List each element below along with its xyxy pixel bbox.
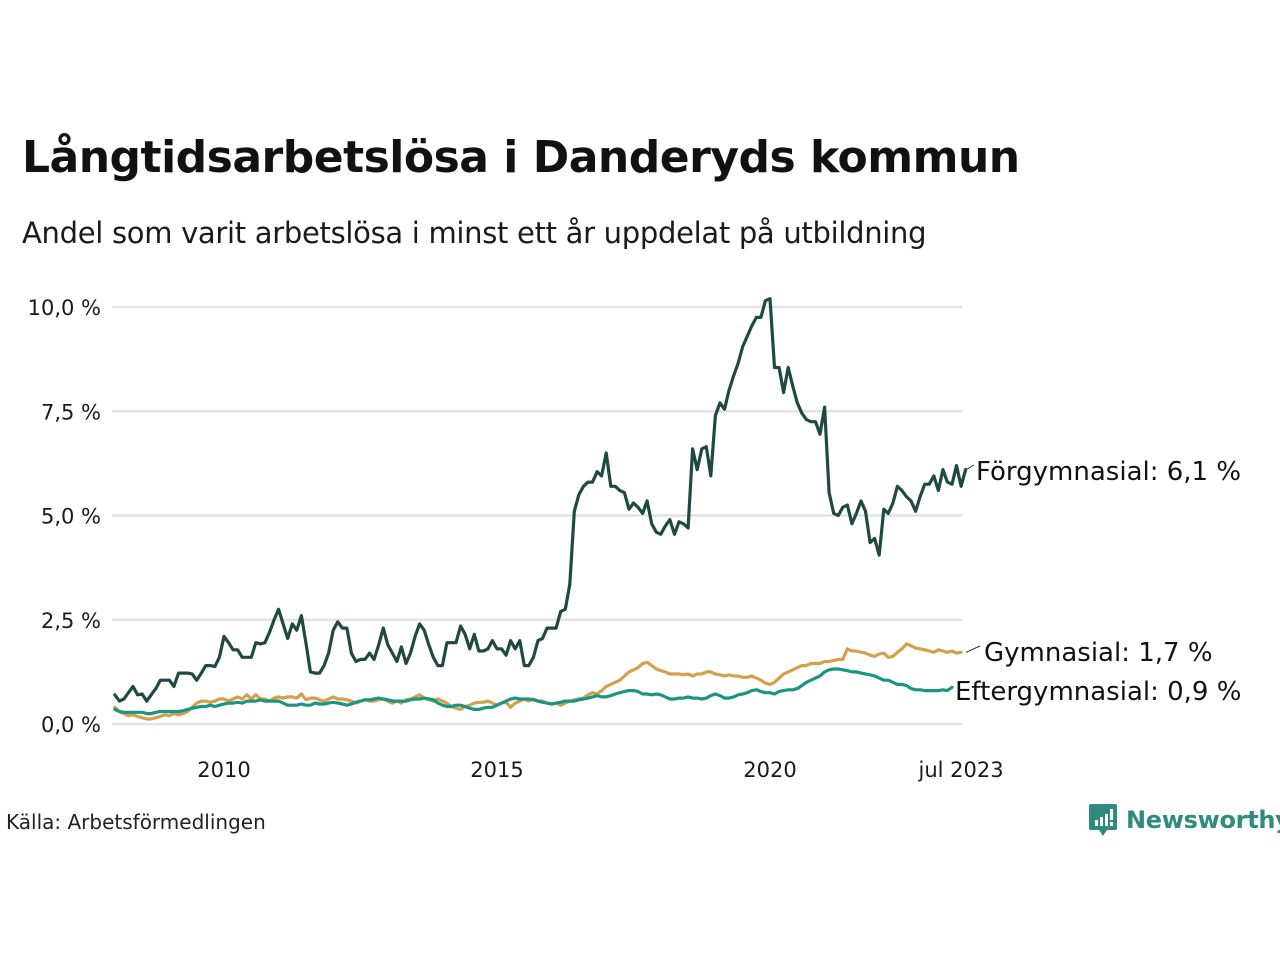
y-tick-label: 10,0 %: [28, 296, 101, 320]
gridlines: [112, 305, 962, 726]
chart-subtitle: Andel som varit arbetslösa i minst ett å…: [22, 216, 927, 250]
newsworthy-logo[interactable]: Newsworthy: [1088, 803, 1280, 837]
series-line-eftergymnasial: [113, 667, 954, 716]
y-tick-label: 0,0 %: [41, 713, 101, 737]
x-tick-label: 2020: [743, 758, 796, 782]
label-connector: [965, 464, 975, 471]
series-label-gymnasial: Gymnasial: 1,7 %: [984, 638, 1213, 668]
series-lines: [113, 297, 968, 721]
x-axis-ticks: 2010 2015 2020 jul 2023: [197, 758, 1003, 782]
x-tick-label: 2015: [470, 758, 523, 782]
y-tick-label: 7,5 %: [41, 400, 101, 424]
y-axis-ticks: 0,0 % 2,5 % 5,0 % 7,5 % 10,0 %: [28, 296, 101, 737]
line-chart: 0,0 % 2,5 % 5,0 % 7,5 % 10,0 % 2010 2015 2020 j…: [28, 296, 1242, 782]
series-line-förgymnasial: [113, 297, 968, 703]
series-labels: Förgymnasial: 6,1 % Gymnasial: 1,7 % Efter…: [955, 457, 1241, 707]
label-connector: [965, 645, 981, 653]
logo-text: Newsworthy: [1126, 806, 1280, 834]
y-tick-label: 2,5 %: [41, 609, 101, 633]
x-tick-label: 2010: [197, 758, 250, 782]
bar-chart-speech-bubble-icon: [1089, 804, 1117, 836]
series-label-förgymnasial: Förgymnasial: 6,1 %: [976, 457, 1241, 487]
y-tick-label: 5,0 %: [41, 505, 101, 529]
chart-title: Långtidsarbetslösa i Danderyds kommun: [22, 132, 1020, 183]
series-label-eftergymnasial: Eftergymnasial: 0,9 %: [955, 677, 1241, 707]
x-tick-label: jul 2023: [918, 758, 1004, 782]
source-note: Källa: Arbetsförmedlingen: [6, 810, 266, 834]
